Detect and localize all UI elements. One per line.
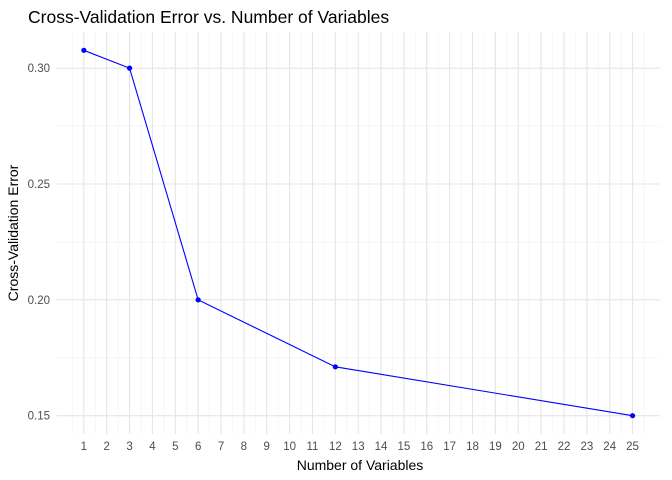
y-tick-label: 0.20 [28,295,50,307]
x-axis-ticks: 1 2 3 4 5 6 7 8 9 10 11 12 13 14 15 16 17 18 19 20 21 22 23 24 2… [81,441,639,453]
x-tick-label: 7 [218,441,224,453]
data-point [126,65,133,71]
x-tick-label: 8 [241,441,247,453]
x-tick-label: 4 [149,441,156,453]
x-tick-label: 18 [466,441,479,453]
y-tick-label: 0.15 [28,411,50,423]
data-point [332,364,338,370]
grid [56,32,660,434]
data-point [195,297,201,303]
x-tick-label: 19 [489,441,502,453]
x-tick-label: 15 [398,441,411,453]
y-axis-ticks: 0.15 0.20 0.25 0.30 [28,63,50,423]
x-tick-label: 22 [558,441,571,453]
x-tick-label: 13 [352,441,365,453]
x-tick-label: 16 [420,441,433,453]
data-point [81,47,87,53]
x-tick-label: 21 [535,441,548,453]
x-tick-label: 12 [329,441,342,453]
chart-title: Cross-Validation Error vs. Number of Var… [28,7,389,27]
x-tick-label: 2 [103,441,109,453]
series-line-group [81,47,636,419]
x-axis-label: Number of Variables [297,457,424,473]
x-tick-label: 9 [264,441,270,453]
x-tick-label: 1 [81,441,87,453]
x-tick-label: 5 [172,441,178,453]
y-tick-label: 0.25 [28,179,50,191]
x-tick-label: 25 [626,441,639,453]
y-axis-label: Cross-Validation Error [5,164,21,301]
x-tick-label: 3 [126,441,132,453]
x-tick-label: 20 [512,441,525,453]
x-tick-label: 23 [580,441,593,453]
x-tick-label: 17 [443,441,456,453]
x-tick-label: 24 [603,441,616,453]
x-tick-label: 6 [195,441,201,453]
x-tick-label: 11 [306,441,318,453]
data-point [629,413,636,419]
x-tick-label: 10 [283,441,296,453]
x-tick-label: 14 [375,441,388,453]
y-tick-label: 0.30 [28,63,50,75]
